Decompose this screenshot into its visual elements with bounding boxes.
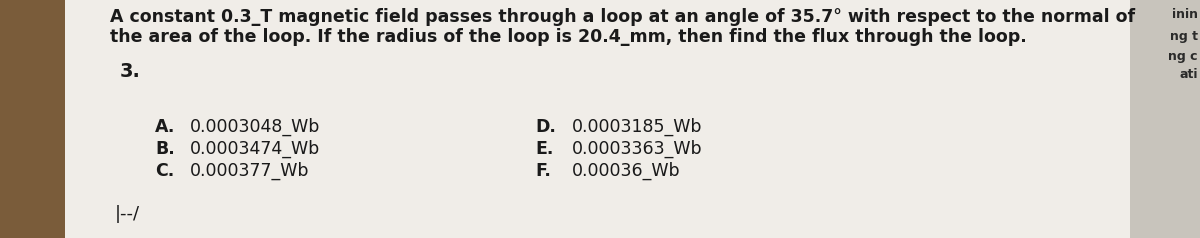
Text: 0.00036_Wb: 0.00036_Wb bbox=[572, 162, 680, 180]
Text: inin: inin bbox=[1172, 8, 1198, 21]
Text: D.: D. bbox=[535, 118, 556, 136]
Text: E.: E. bbox=[535, 140, 553, 158]
Bar bbox=[0, 0, 65, 238]
Bar bbox=[1130, 0, 1200, 238]
Text: ati: ati bbox=[1180, 68, 1198, 81]
Text: C.: C. bbox=[155, 162, 174, 180]
Text: 0.0003474_Wb: 0.0003474_Wb bbox=[190, 140, 320, 158]
Text: 3.: 3. bbox=[120, 62, 140, 81]
Text: F.: F. bbox=[535, 162, 551, 180]
Text: 0.000377_Wb: 0.000377_Wb bbox=[190, 162, 310, 180]
Text: ng c: ng c bbox=[1169, 50, 1198, 63]
Text: B.: B. bbox=[155, 140, 175, 158]
Text: |--/: |--/ bbox=[115, 205, 140, 223]
Text: 0.0003185_Wb: 0.0003185_Wb bbox=[572, 118, 702, 136]
Text: 0.0003363_Wb: 0.0003363_Wb bbox=[572, 140, 703, 158]
Text: the area of the loop. If the radius of the loop is 20.4_mm, then find the flux t: the area of the loop. If the radius of t… bbox=[110, 28, 1027, 46]
Text: A.: A. bbox=[155, 118, 175, 136]
Text: 0.0003048_Wb: 0.0003048_Wb bbox=[190, 118, 320, 136]
Text: A constant 0.3_T magnetic field passes through a loop at an angle of 35.7° with : A constant 0.3_T magnetic field passes t… bbox=[110, 8, 1135, 26]
Text: ng t: ng t bbox=[1170, 30, 1198, 43]
